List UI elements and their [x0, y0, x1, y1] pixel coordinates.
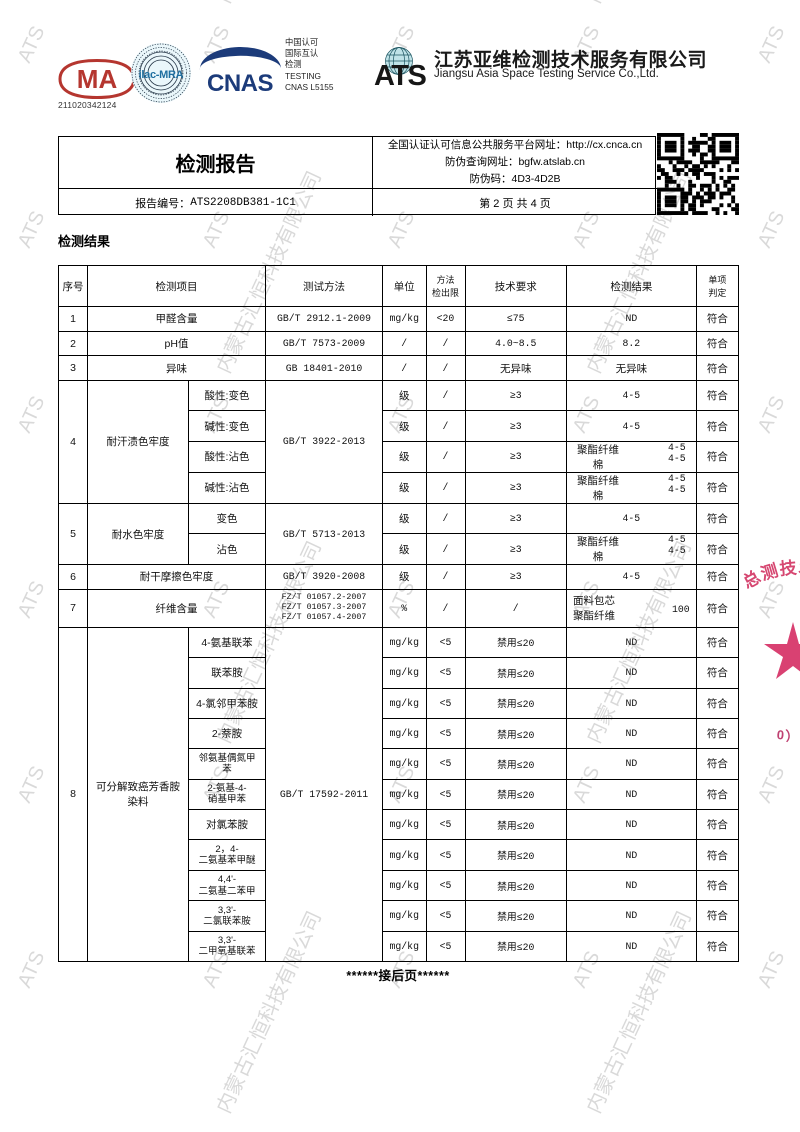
svg-text:总测技术: 总测技术 — [739, 557, 800, 592]
svg-text:检验检测（0: 检验检测（0 — [775, 705, 800, 743]
